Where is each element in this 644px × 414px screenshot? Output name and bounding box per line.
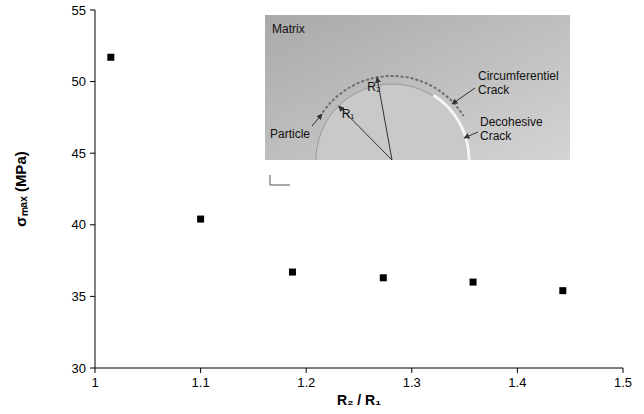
x-axis — [95, 368, 623, 369]
y-tick — [90, 10, 95, 11]
r1-arrow — [339, 106, 392, 160]
y-tick — [90, 153, 95, 154]
y-axis — [95, 10, 96, 368]
y-tick — [90, 296, 95, 297]
x-tick — [517, 368, 518, 373]
x-tick — [306, 368, 307, 373]
x-tick-label: 1.3 — [403, 375, 421, 390]
y-tick-label: 50 — [72, 74, 86, 89]
inset: MatrixCircumferentielCrackDecohesiveCrac… — [265, 15, 570, 236]
annotation: DecohesiveCrack — [480, 115, 543, 143]
y-tick — [90, 368, 95, 369]
point — [107, 54, 114, 61]
annotation: R₂ — [367, 80, 381, 94]
x-tick-label: 1.4 — [508, 375, 526, 390]
y-axis-title: σₘₐₓ (MPa) — [12, 151, 29, 226]
annotation: R₁ — [342, 107, 355, 121]
point — [197, 216, 204, 223]
annotation-line: Decohesive — [480, 115, 543, 129]
x-tick — [623, 368, 624, 373]
x-tick — [411, 368, 412, 373]
leader — [464, 132, 478, 138]
point — [380, 274, 387, 281]
y-tick-label: 55 — [72, 3, 86, 18]
y-tick-label: 45 — [72, 146, 86, 161]
x-tick-label: 1.1 — [192, 375, 210, 390]
annotation-line: Circumferentiel — [478, 69, 559, 83]
x-tick-label: 1 — [91, 375, 98, 390]
y-tick-label: 30 — [72, 361, 86, 376]
y-tick-label: 40 — [72, 217, 86, 232]
annotation-line: Crack — [478, 83, 510, 97]
x-axis-title: R₂ / R₁ — [337, 392, 381, 408]
y-tick — [90, 81, 95, 82]
annotation: Particle — [270, 127, 310, 141]
decohesive-crack — [434, 95, 469, 160]
x-tick — [95, 368, 96, 373]
y-tick — [90, 224, 95, 225]
points — [107, 54, 566, 294]
point — [289, 269, 296, 276]
x-tick-label: 1.2 — [297, 375, 315, 390]
particle-group — [316, 76, 469, 160]
point — [470, 279, 477, 286]
scale-bar — [270, 175, 290, 185]
point — [559, 287, 566, 294]
leader — [312, 114, 322, 126]
x-tick — [200, 368, 201, 373]
annotation: CircumferentielCrack — [478, 69, 559, 97]
annotation: Matrix — [272, 22, 305, 36]
leader — [452, 88, 475, 104]
x-tick-label: 1.5 — [614, 375, 632, 390]
annotation-line: Crack — [480, 129, 512, 143]
particle — [316, 84, 468, 160]
y-tick-label: 35 — [72, 289, 86, 304]
